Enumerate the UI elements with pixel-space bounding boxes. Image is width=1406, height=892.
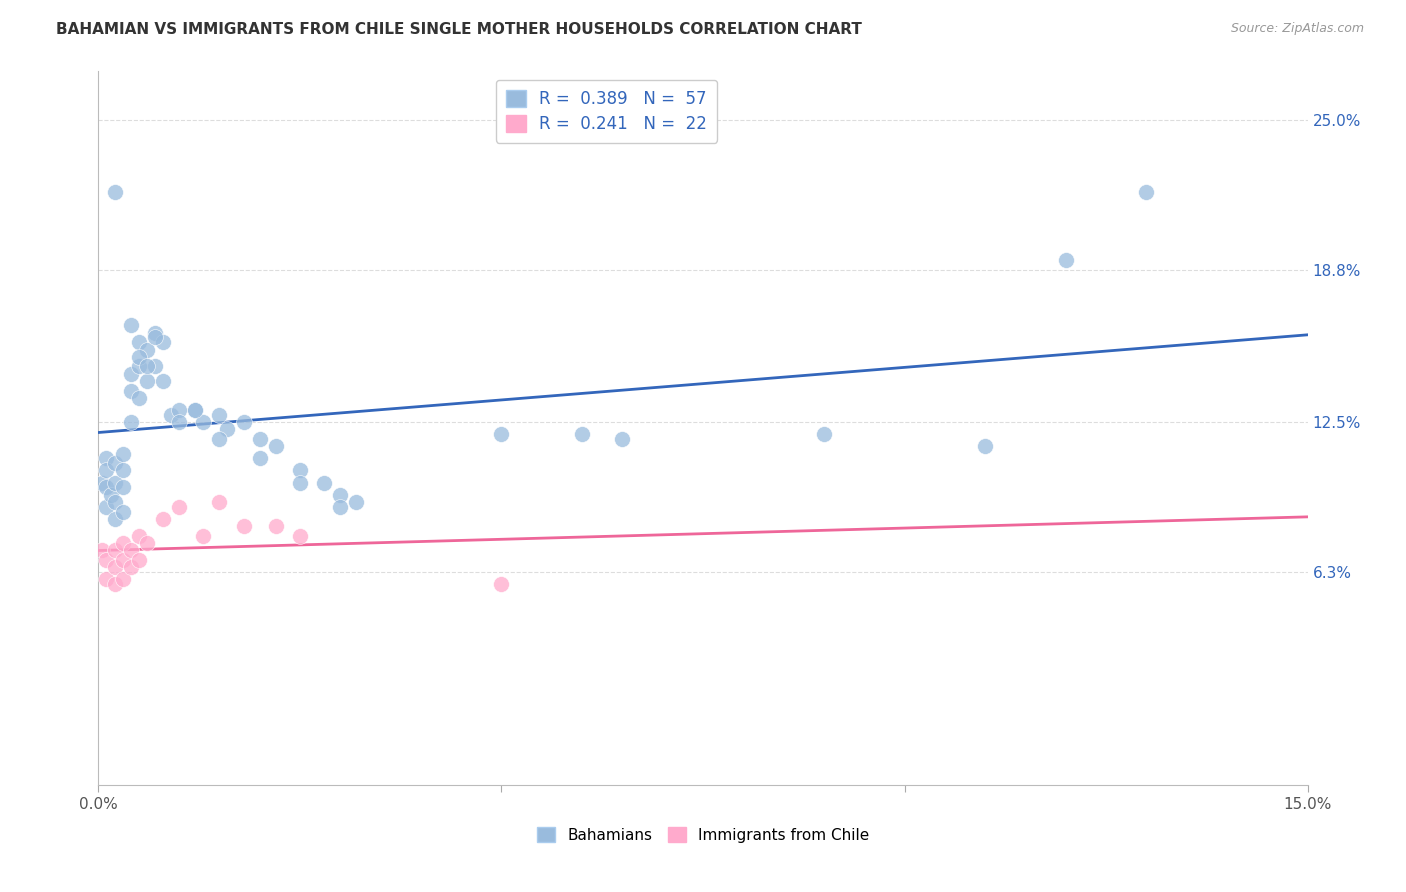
Point [1054, 253, 1077, 268]
Point [120, 318, 142, 333]
Point [103, 186, 125, 200]
Point [120, 560, 142, 574]
Point [232, 519, 254, 533]
Point [249, 451, 271, 466]
Point [813, 427, 835, 442]
Point [135, 343, 157, 357]
Point [184, 403, 207, 417]
Point [152, 512, 174, 526]
Point [103, 577, 125, 591]
Point [571, 427, 593, 442]
Point [329, 488, 352, 502]
Point [103, 512, 125, 526]
Point [288, 463, 311, 477]
Legend: Bahamians, Immigrants from Chile: Bahamians, Immigrants from Chile [530, 821, 876, 848]
Point [96, 553, 118, 567]
Point [193, 415, 215, 429]
Point [249, 432, 271, 446]
Point [143, 326, 166, 340]
Point [1135, 186, 1157, 200]
Point [120, 367, 142, 381]
Point [128, 391, 150, 405]
Point [344, 495, 367, 509]
Point [103, 495, 125, 509]
Point [152, 335, 174, 350]
Point [184, 403, 207, 417]
Point [91, 475, 114, 490]
Point [111, 505, 134, 519]
Point [135, 359, 157, 374]
Point [128, 553, 150, 567]
Point [111, 446, 134, 460]
Point [974, 439, 997, 453]
Text: BAHAMIAN VS IMMIGRANTS FROM CHILE SINGLE MOTHER HOUSEHOLDS CORRELATION CHART: BAHAMIAN VS IMMIGRANTS FROM CHILE SINGLE… [56, 22, 862, 37]
Point [103, 543, 125, 558]
Point [111, 572, 134, 586]
Point [128, 359, 150, 374]
Point [288, 529, 311, 543]
Point [167, 415, 190, 429]
Point [128, 350, 150, 364]
Point [208, 408, 231, 422]
Point [612, 432, 634, 446]
Point [491, 577, 513, 591]
Point [96, 451, 118, 466]
Point [96, 480, 118, 494]
Point [208, 495, 231, 509]
Point [143, 330, 166, 344]
Point [120, 415, 142, 429]
Point [288, 475, 311, 490]
Point [264, 439, 287, 453]
Point [100, 488, 122, 502]
Point [120, 543, 142, 558]
Point [128, 529, 150, 543]
Point [232, 415, 254, 429]
Point [167, 500, 190, 514]
Point [135, 536, 157, 550]
Point [329, 500, 352, 514]
Point [96, 500, 118, 514]
Point [103, 475, 125, 490]
Point [217, 422, 239, 436]
Point [152, 374, 174, 388]
Point [111, 553, 134, 567]
Point [103, 456, 125, 470]
Point [96, 463, 118, 477]
Text: Source: ZipAtlas.com: Source: ZipAtlas.com [1230, 22, 1364, 36]
Point [111, 480, 134, 494]
Point [491, 427, 513, 442]
Point [193, 529, 215, 543]
Point [160, 408, 183, 422]
Point [128, 335, 150, 350]
Point [167, 403, 190, 417]
Point [103, 560, 125, 574]
Point [264, 519, 287, 533]
Point [96, 572, 118, 586]
Point [111, 463, 134, 477]
Point [91, 543, 114, 558]
Point [135, 374, 157, 388]
Point [208, 432, 231, 446]
Point [120, 384, 142, 398]
Point [314, 475, 336, 490]
Point [143, 359, 166, 374]
Point [111, 536, 134, 550]
